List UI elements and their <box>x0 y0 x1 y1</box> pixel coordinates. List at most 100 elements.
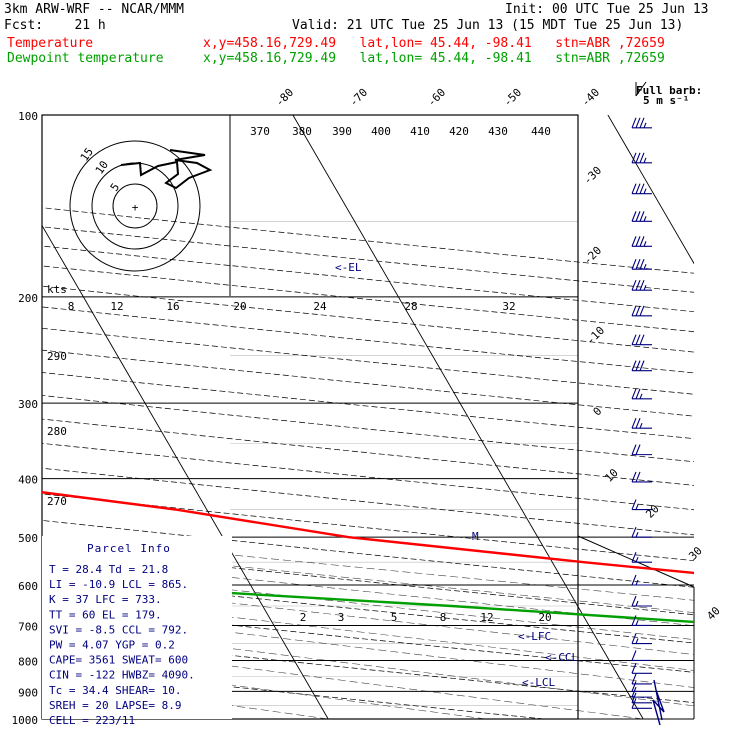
mixing-ratio-label: 16 <box>166 300 179 313</box>
moist-adiabat-line <box>42 624 694 707</box>
dewpoint-legend-label: Dewpoint temperature <box>7 51 164 66</box>
isotherm-tick-label: -20 <box>581 244 604 267</box>
level-annotation: <-LCL <box>522 676 555 689</box>
isotherm-tick-label: -50 <box>501 86 524 109</box>
pressure-tick-label: 600 <box>18 580 38 593</box>
parcel-line: PW = 4.07 YGP = 0.2 <box>49 639 175 652</box>
theta-side-label: 270 <box>47 495 67 508</box>
pressure-tick-label: 200 <box>18 292 38 305</box>
wind-barb <box>631 117 652 129</box>
wind-barb <box>631 551 652 563</box>
wind-barb <box>631 633 652 645</box>
wind-barb-cluster <box>652 679 665 726</box>
theta-tick-label: 380 <box>292 125 312 138</box>
hodograph-center: + <box>132 201 139 214</box>
sounding-series <box>42 491 694 624</box>
wind-barb <box>631 698 652 709</box>
theta-tick-label: 400 <box>371 125 391 138</box>
temperature-profile <box>42 491 694 575</box>
full-barb-value: 5 m s⁻¹ <box>643 94 689 107</box>
temperature-legend-label: Temperature <box>7 36 94 51</box>
wind-barb <box>631 417 652 429</box>
parcel-line: LI = -10.9 LCL = 865. <box>49 578 188 591</box>
wind-barb <box>631 334 652 346</box>
mixing-ratio-label: 12 <box>110 300 123 313</box>
mixing-ratio-lower-label: 12 <box>480 611 493 624</box>
wind-barb <box>631 236 652 247</box>
level-annotation: <-LFC <box>518 630 551 643</box>
parcel-line: CIN = -122 HWBZ= 4090. <box>49 669 195 682</box>
init-time: Init: 00 UTC Tue 25 Jun 13 <box>505 2 709 17</box>
isotherm-tick-label: 10 <box>602 466 621 485</box>
isotherm-line <box>607 115 694 265</box>
theta-tick-label: 390 <box>332 125 352 138</box>
isotherm-tick-label: -80 <box>273 86 296 109</box>
mixing-ratio-label: 20 <box>233 300 246 313</box>
parcel-title: Parcel Info <box>87 542 171 555</box>
parcel-line: K = 37 LFC = 733. <box>49 593 162 606</box>
parcel-line: SVI = -8.5 CCL = 792. <box>49 623 188 636</box>
parcel-line: TT = 60 EL = 179. <box>49 608 162 621</box>
pressure-tick-label: 300 <box>18 398 38 411</box>
theta-side-label: 280 <box>47 425 67 438</box>
wind-barb <box>631 615 652 626</box>
isotherm-line <box>0 115 13 719</box>
wind-barb <box>631 686 652 698</box>
isotherm-tick-label: -70 <box>347 86 370 109</box>
pressure-tick-label: 500 <box>18 532 38 545</box>
model-title: 3km ARW-WRF -- NCAR/MMM <box>4 2 185 17</box>
mixing-ratio-label: 24 <box>313 300 327 313</box>
temperature-location: x,y=458.16,729.49 lat,lon= 45.44, -98.41… <box>203 36 665 51</box>
theta-tick-label: 440 <box>531 125 551 138</box>
parcel-line: Tc = 34.4 SHEAR= 10. <box>49 684 181 697</box>
isotherm-tick-label: -30 <box>581 164 604 187</box>
hodograph-ring-label: 15 <box>78 145 96 163</box>
pressure-tick-label: 900 <box>18 686 38 699</box>
isotherm-line <box>292 115 644 719</box>
level-annotation: M <box>472 530 479 543</box>
wind-barb <box>631 526 652 538</box>
pressure-tick-label: 400 <box>18 474 38 487</box>
level-annotation: <-CCL <box>545 651 578 664</box>
moist-adiabat-line <box>42 609 694 688</box>
pressure-tick-label: 100 <box>18 110 38 123</box>
wind-barb <box>631 279 652 291</box>
wind-barb <box>631 574 652 586</box>
wind-barb <box>631 360 652 372</box>
wind-barb <box>631 692 652 704</box>
moist-adiabat-line <box>42 641 644 719</box>
forecast-hour: Fcst: 21 h <box>4 18 106 33</box>
parcel-line: CELL = 223/11 <box>49 714 135 727</box>
hodograph-trace <box>120 149 213 190</box>
mixing-ratio-lower-label: 20 <box>538 611 551 624</box>
hodograph-ring-label: 10 <box>93 158 111 176</box>
isotherm-tick-label: -10 <box>584 324 607 347</box>
hodograph-ring <box>69 140 201 272</box>
parcel-line: CAPE= 3561 SWEAT= 600 <box>49 654 188 667</box>
valid-time: Valid: 21 UTC Tue 25 Jun 13 (15 MDT Tue … <box>292 18 684 33</box>
parcel-box-bg <box>42 536 232 719</box>
mixing-ratio-lower-label: 5 <box>391 611 398 624</box>
wind-barb <box>631 650 652 662</box>
hodograph-unit-label: kts <box>47 283 67 296</box>
plot-border <box>41 114 579 720</box>
wind-barb <box>631 681 652 692</box>
theta-tick-label: 410 <box>410 125 430 138</box>
wind-barb <box>631 444 652 456</box>
parcel-line: SREH = 20 LAPSE= 8.9 <box>49 699 181 712</box>
isotherm-tick-label: 40 <box>704 604 723 623</box>
wind-barb <box>631 305 652 317</box>
level-annotation: <-EL <box>335 261 362 274</box>
pressure-tick-label: 800 <box>18 655 38 668</box>
theta-tick-label: 430 <box>488 125 508 138</box>
isotherm-tick-label: 20 <box>643 502 662 521</box>
wind-barbs: Full barb:5 m s⁻¹ <box>631 81 702 726</box>
mixing-ratio-label: 28 <box>404 300 417 313</box>
isotherm-tick-label: -40 <box>579 86 602 109</box>
mixing-ratio-lower-label: 2 <box>300 611 307 624</box>
mixing-ratio-label: 8 <box>68 300 75 313</box>
theta-tick-label: 420 <box>449 125 469 138</box>
mixing-ratio-lower-label: 8 <box>440 611 447 624</box>
dry-adiabat-line <box>42 634 694 703</box>
